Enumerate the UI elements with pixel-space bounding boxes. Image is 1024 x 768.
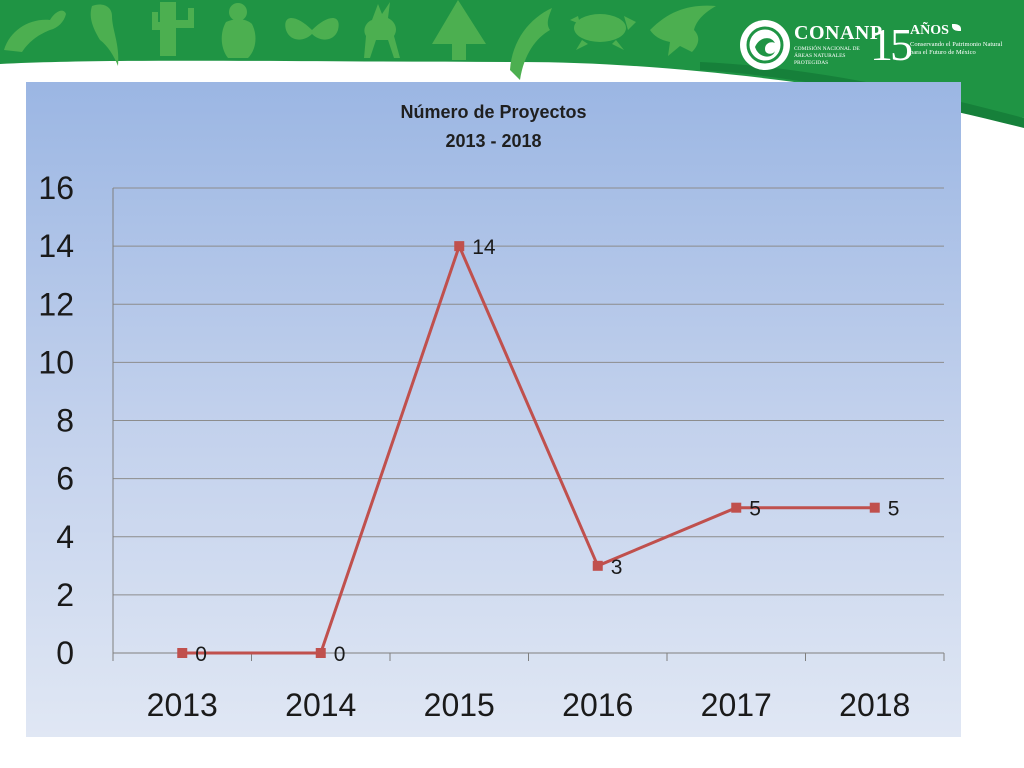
- y-tick-label: 2: [56, 577, 74, 613]
- data-point-marker: [315, 648, 326, 658]
- cactus-icon: [152, 2, 194, 56]
- turtle-icon: [570, 14, 636, 50]
- chart-panel: 0 2 4 6 8 10 12 14 16 2013 2014 2015 2016 2017 2018 0 0 1…: [26, 82, 961, 737]
- y-tick-label: 8: [56, 403, 74, 439]
- y-tick-label: 6: [56, 461, 74, 497]
- conanp-logo: CONANP Comisión Nacional de Áreas Natura…: [740, 20, 1010, 80]
- data-point-marker: [177, 648, 188, 658]
- data-point-marker: [454, 241, 465, 252]
- series-line: [182, 244, 875, 655]
- anniversary-tagline: Conservando el Patrimonio Natural para e…: [910, 41, 1003, 56]
- y-tick-label: 4: [56, 519, 74, 555]
- conanp-emblem-icon: [740, 20, 790, 70]
- data-label: 14: [472, 236, 496, 259]
- banner-swoosh: [700, 62, 1024, 128]
- butterfly-icon: [285, 18, 339, 40]
- x-tick-label: 2013: [147, 687, 218, 723]
- org-fullname: Comisión Nacional de Áreas Naturales Pro…: [794, 46, 860, 66]
- chart-title-line-2: 2013 - 2018: [445, 131, 542, 151]
- monkey-icon: [221, 3, 256, 58]
- x-tick-label: 2017: [701, 687, 772, 723]
- deer-icon: [364, 2, 400, 58]
- y-tick-label: 12: [38, 286, 74, 322]
- x-tick-label: 2015: [424, 687, 495, 723]
- x-tick-label: 2016: [562, 687, 633, 723]
- data-label: 3: [611, 556, 623, 579]
- eagle-icon: [650, 5, 716, 56]
- x-tick-label: 2014: [285, 687, 356, 723]
- data-point-marker: [592, 560, 603, 571]
- data-point-marker: [869, 502, 880, 513]
- dolphin-icon: [510, 8, 552, 80]
- line-chart: 0 2 4 6 8 10 12 14 16 2013 2014 2015 2016 2017 2018 0 0 1…: [38, 170, 945, 723]
- org-name: CONANP: [794, 22, 883, 44]
- leaf-icon: [952, 24, 961, 31]
- x-tick-label: 2018: [839, 687, 910, 723]
- y-tick-label: 10: [38, 344, 74, 380]
- data-point-marker: [731, 502, 742, 513]
- jaguar-icon: [4, 10, 66, 52]
- y-tick-label: 16: [38, 170, 74, 206]
- anniversary-number: 15: [870, 19, 913, 70]
- data-label: 0: [195, 643, 207, 666]
- y-tick-label: 14: [38, 228, 74, 264]
- data-label: 0: [334, 643, 346, 666]
- chart-title: Número de Proyectos 2013 - 2018: [26, 98, 961, 156]
- data-label: 5: [749, 498, 761, 521]
- tree-icon: [432, 0, 486, 60]
- chart-title-line-1: Número de Proyectos: [400, 102, 587, 122]
- data-label: 5: [888, 498, 900, 521]
- parrot-icon: [90, 4, 119, 67]
- y-tick-label: 0: [56, 635, 74, 671]
- anniversary-word: AÑOS: [910, 23, 949, 38]
